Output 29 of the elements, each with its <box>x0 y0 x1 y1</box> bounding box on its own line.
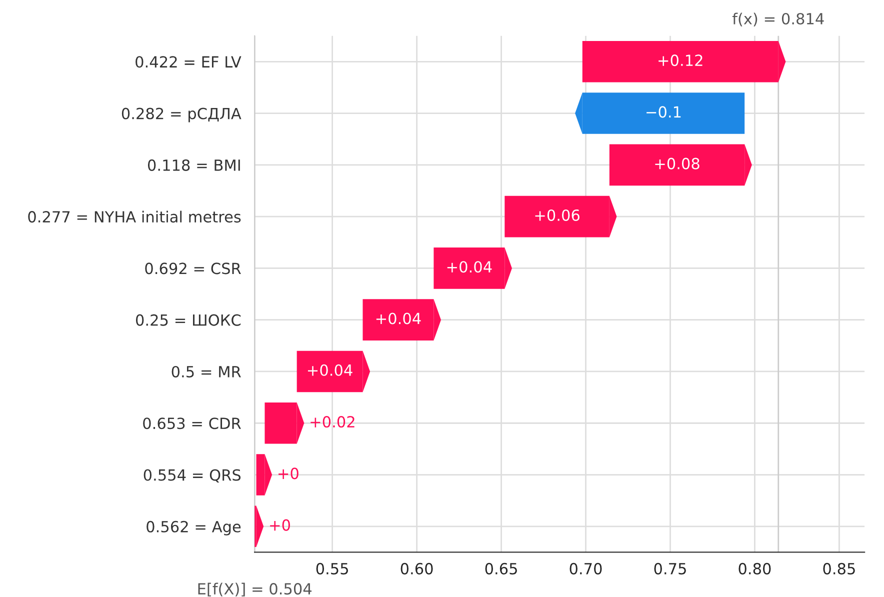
y-tick-label: 0.5 = MR <box>172 366 241 378</box>
y-tick-label: 0.282 = рСДЛА <box>122 108 242 122</box>
y-tick-label: 0.422 = EF LV <box>136 56 242 68</box>
x-tick-label: 0.80 <box>738 562 771 574</box>
y-tick-label: 0.25 = ШОКС <box>136 314 241 326</box>
data-label: +0 <box>270 519 290 531</box>
y-tick-label: 0.277 = NYHA initial metres <box>28 210 241 223</box>
data-label: +0.02 <box>310 416 354 428</box>
ref-line-label: f(x) = 0.814 <box>732 12 824 26</box>
x-tick-label: 0.70 <box>570 562 602 574</box>
x-tick-label: 0.75 <box>654 562 686 574</box>
data-label: +0.08 <box>655 158 700 170</box>
data-label: +0 <box>278 468 298 480</box>
y-tick-label: 0.653 = CDR <box>143 418 241 430</box>
data-label: +0.04 <box>376 312 421 324</box>
data-label: +0.04 <box>308 364 352 376</box>
y-tick-label: 0.118 = BMI <box>148 159 240 171</box>
y-tick-label: 0.554 = QRS <box>144 469 241 483</box>
y-tick-label: 0.692 = CSR <box>145 262 241 274</box>
x-tick-label: 0.55 <box>316 562 348 574</box>
data-label: +0.04 <box>447 261 492 273</box>
data-label: −0.1 <box>646 106 681 118</box>
x-tick-label: 0.60 <box>400 562 433 574</box>
data-label: +0.06 <box>535 209 580 221</box>
data-label: +0.12 <box>658 54 702 66</box>
x-tick-label: 0.85 <box>823 562 855 574</box>
ref-line-label: E[f(X)] = 0.504 <box>198 582 312 596</box>
y-tick-label: 0.562 = Age <box>146 520 241 536</box>
x-tick-label: 0.65 <box>485 562 517 574</box>
